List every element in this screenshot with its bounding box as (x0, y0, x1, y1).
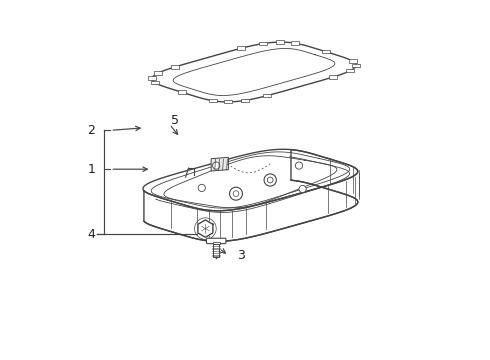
Polygon shape (171, 65, 179, 68)
Polygon shape (352, 64, 360, 67)
Polygon shape (143, 149, 358, 211)
Polygon shape (211, 157, 228, 171)
Polygon shape (209, 99, 217, 102)
FancyBboxPatch shape (206, 238, 226, 244)
Polygon shape (224, 100, 232, 103)
Polygon shape (154, 71, 162, 75)
Text: 4: 4 (87, 228, 95, 240)
Text: 1: 1 (87, 163, 95, 176)
Polygon shape (178, 90, 186, 94)
Polygon shape (329, 75, 337, 78)
Polygon shape (346, 69, 354, 72)
Bar (213, 244, 219, 257)
Polygon shape (349, 59, 357, 63)
Circle shape (268, 177, 273, 183)
Text: 3: 3 (238, 249, 245, 262)
Polygon shape (144, 150, 358, 241)
Circle shape (295, 162, 303, 169)
Polygon shape (148, 76, 156, 80)
Circle shape (299, 185, 306, 193)
Circle shape (229, 187, 243, 200)
Text: 2: 2 (87, 124, 95, 137)
Polygon shape (152, 42, 356, 102)
Circle shape (213, 162, 220, 169)
Polygon shape (263, 94, 271, 97)
Polygon shape (291, 41, 299, 45)
Circle shape (198, 184, 205, 192)
Polygon shape (322, 50, 330, 53)
Bar (213, 242, 220, 244)
Circle shape (233, 191, 239, 197)
Text: 5: 5 (171, 114, 179, 127)
Circle shape (264, 174, 276, 186)
Polygon shape (151, 81, 159, 84)
Polygon shape (198, 220, 213, 237)
Polygon shape (276, 40, 284, 44)
Polygon shape (259, 41, 268, 45)
Polygon shape (237, 46, 245, 50)
Polygon shape (241, 99, 248, 102)
